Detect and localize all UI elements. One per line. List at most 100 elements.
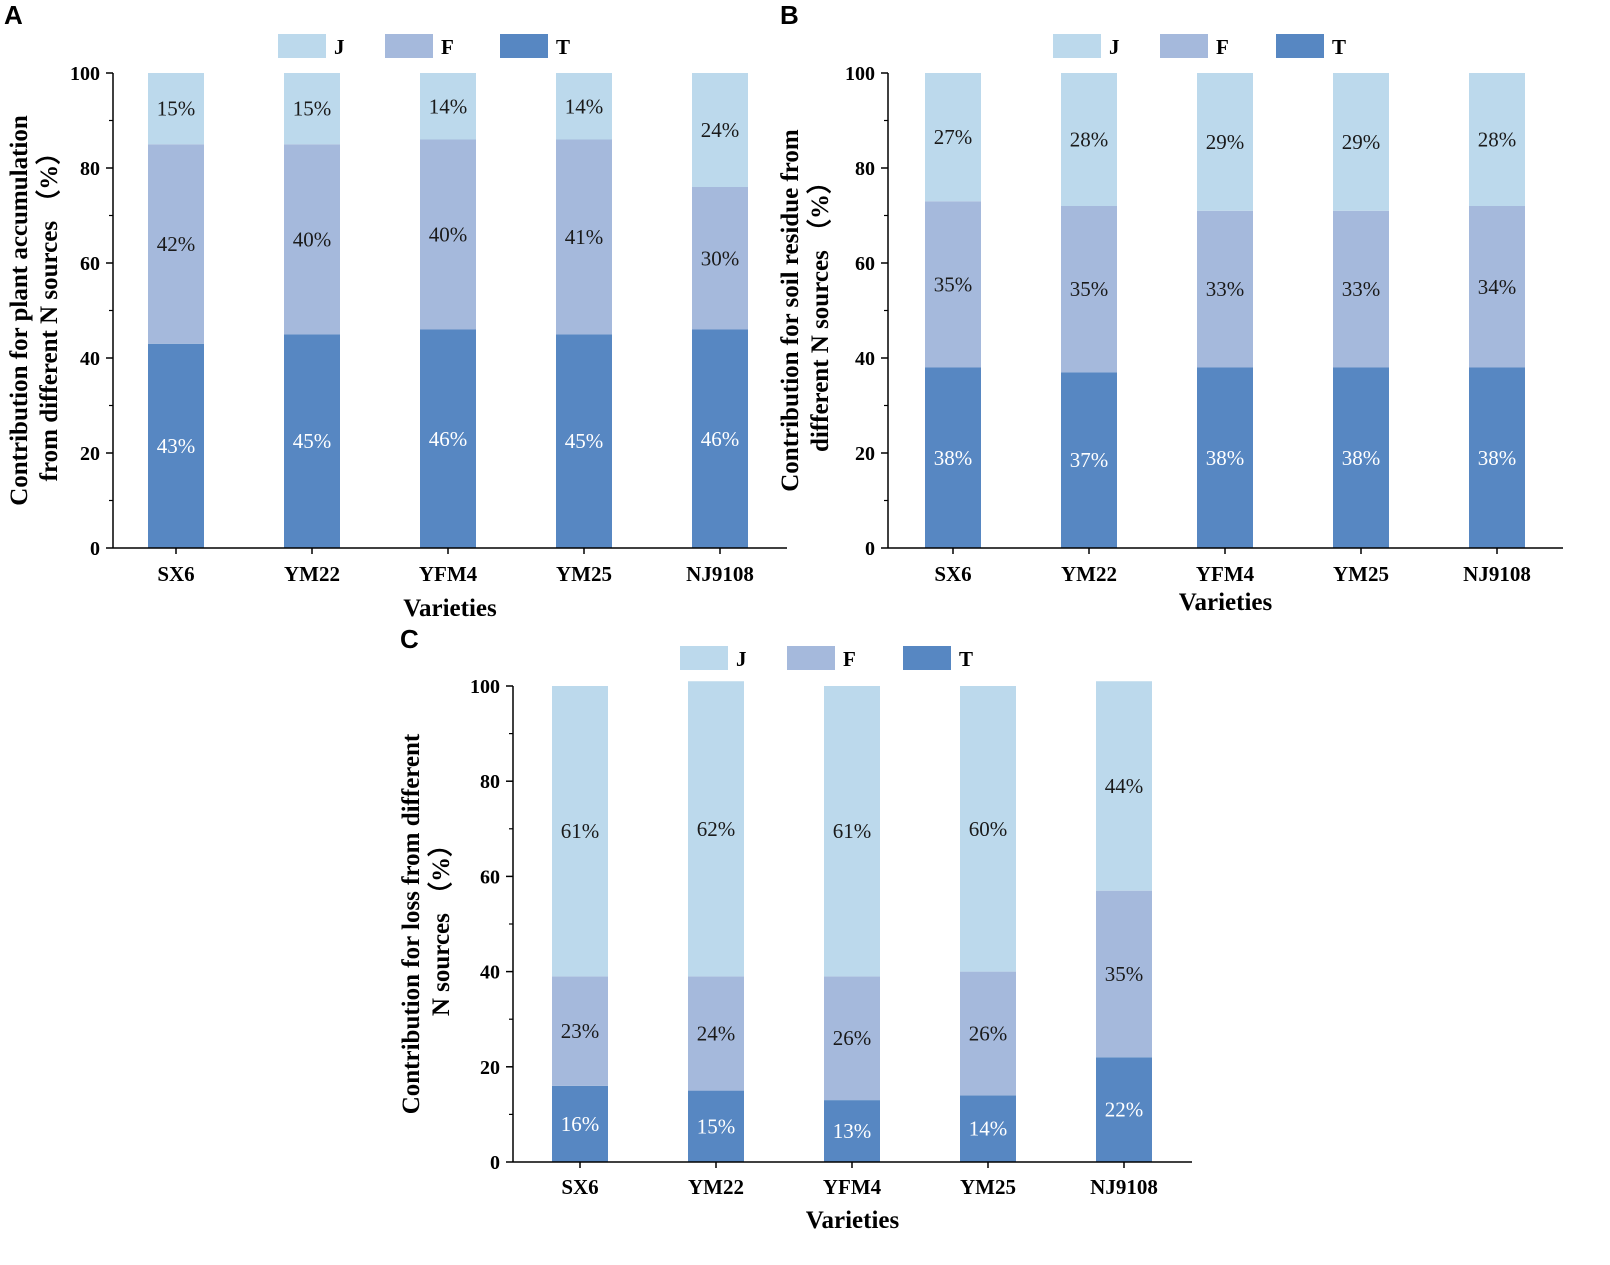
bar-F-NJ9108 [692, 187, 748, 330]
data-label-T-NJ9108: 38% [1478, 446, 1517, 470]
data-label-T-SX6: 43% [157, 434, 196, 458]
data-label-J-YFM4: 61% [833, 819, 872, 843]
x-tick-label-YFM4: YFM4 [419, 562, 478, 586]
legend-swatch-T [500, 34, 548, 58]
data-label-F-SX6: 23% [561, 1019, 600, 1043]
x-tick-label-SX6: SX6 [561, 1175, 598, 1199]
y-tick-label: 100 [845, 63, 875, 85]
data-label-J-YFM4: 14% [429, 94, 468, 118]
bar-T-YM25 [960, 1095, 1016, 1162]
y-tick-label: 80 [480, 771, 500, 793]
legend-swatch-T [1276, 34, 1324, 58]
legend-label-F: F [843, 647, 856, 671]
bar-F-NJ9108 [1096, 890, 1152, 1058]
y-axis-title-line-2: N sources （%） [426, 832, 455, 1016]
data-label-F-YFM4: 33% [1206, 277, 1245, 301]
legend-swatch-F [385, 34, 433, 58]
x-tick-label-SX6: SX6 [157, 562, 194, 586]
bar-J-YM22 [1061, 73, 1117, 206]
y-tick-label: 0 [90, 538, 100, 560]
legend-label-J: J [736, 647, 747, 671]
data-label-T-SX6: 38% [934, 446, 973, 470]
bar-F-YM25 [1333, 210, 1389, 368]
data-label-J-NJ9108: 28% [1478, 128, 1517, 152]
x-tick-label-NJ9108: NJ9108 [1463, 562, 1531, 586]
bar-T-YFM4 [420, 329, 476, 548]
data-label-F-YFM4: 40% [429, 223, 468, 247]
data-label-T-YM25: 38% [1342, 446, 1381, 470]
y-tick-label: 20 [80, 443, 100, 465]
y-tick-label: 40 [480, 962, 500, 984]
x-tick-label-NJ9108: NJ9108 [1090, 1175, 1158, 1199]
data-label-J-SX6: 27% [934, 125, 973, 149]
legend-label-F: F [1216, 35, 1229, 59]
data-label-F-YM22: 35% [1070, 277, 1109, 301]
panel-letter: B [780, 0, 799, 30]
data-label-F-NJ9108: 35% [1105, 962, 1144, 986]
y-axis-title-line-1: Contribution for soil residue from [777, 129, 804, 492]
data-label-J-YM22: 62% [697, 817, 736, 841]
x-tick-label-YFM4: YFM4 [1196, 562, 1255, 586]
y-axis-title-line-1: Contribution for plant accumulation [6, 115, 33, 506]
y-tick-label: 20 [855, 443, 875, 465]
legend-swatch-J [680, 646, 728, 670]
data-label-T-YM25: 14% [969, 1117, 1008, 1141]
legend-label-T: T [1332, 35, 1346, 59]
y-tick-label: 80 [80, 158, 100, 180]
bar-F-YM22 [284, 144, 340, 335]
bar-J-SX6 [925, 73, 981, 202]
data-label-T-NJ9108: 22% [1105, 1098, 1144, 1122]
data-label-J-YM22: 15% [293, 97, 332, 121]
panel-letter: A [4, 0, 23, 30]
bar-T-YM25 [556, 334, 612, 548]
data-label-J-SX6: 61% [561, 819, 600, 843]
x-tick-label-YM22: YM22 [688, 1175, 744, 1199]
y-tick-label: 40 [80, 348, 100, 370]
bar-T-YFM4 [824, 1100, 880, 1162]
legend-swatch-J [278, 34, 326, 58]
bar-T-YM22 [1061, 372, 1117, 548]
data-label-J-SX6: 15% [157, 97, 196, 121]
data-label-J-YM25: 60% [969, 817, 1008, 841]
y-tick-label: 60 [855, 253, 875, 275]
x-tick-label-YM25: YM25 [1333, 562, 1389, 586]
bar-J-SX6 [552, 686, 608, 977]
bar-F-SX6 [148, 144, 204, 344]
x-tick-label-YFM4: YFM4 [823, 1175, 882, 1199]
data-label-J-YFM4: 29% [1206, 130, 1245, 154]
bar-F-SX6 [552, 976, 608, 1086]
data-label-F-YM22: 24% [697, 1021, 736, 1045]
bar-J-NJ9108 [1469, 73, 1525, 206]
y-tick-label: 60 [480, 866, 500, 888]
bar-J-SX6 [148, 73, 204, 145]
y-axis-title-line-1: Contribution for loss from different [398, 733, 425, 1114]
panel-b: B 38% 35% 27% 37% 35% 28% 38% 33% 29% 38% 33% 29% 38%… [777, 0, 1563, 616]
data-label-T-YFM4: 46% [429, 427, 468, 451]
data-label-T-SX6: 16% [561, 1112, 600, 1136]
x-tick-label-YM25: YM25 [960, 1175, 1016, 1199]
legend-label-J: J [1109, 35, 1120, 59]
data-label-J-YM25: 14% [565, 94, 604, 118]
x-tick-label-YM22: YM22 [284, 562, 340, 586]
bar-J-YFM4 [1197, 73, 1253, 211]
y-axis-title-line-2: different N sources （%） [805, 169, 834, 452]
legend-swatch-J [1053, 34, 1101, 58]
y-tick-label: 40 [855, 348, 875, 370]
bar-T-YM22 [284, 334, 340, 548]
x-axis-title: Varieties [806, 1207, 900, 1234]
bar-F-YFM4 [1197, 210, 1253, 368]
x-tick-label-SX6: SX6 [934, 562, 971, 586]
data-label-F-NJ9108: 30% [701, 246, 740, 270]
y-axis-title-line-2: from different N sources （%） [34, 140, 63, 482]
data-label-J-NJ9108: 44% [1105, 774, 1144, 798]
data-label-T-YFM4: 13% [833, 1119, 872, 1143]
bar-J-YM25 [960, 686, 1016, 972]
y-tick-label: 80 [855, 158, 875, 180]
x-axis-title: Varieties [403, 595, 497, 622]
bar-T-SX6 [925, 367, 981, 548]
bar-J-YM22 [284, 73, 340, 145]
y-tick-label: 20 [480, 1057, 500, 1079]
bar-T-NJ9108 [1096, 1057, 1152, 1162]
data-label-T-YM22: 45% [293, 429, 332, 453]
bar-T-NJ9108 [1469, 367, 1525, 548]
